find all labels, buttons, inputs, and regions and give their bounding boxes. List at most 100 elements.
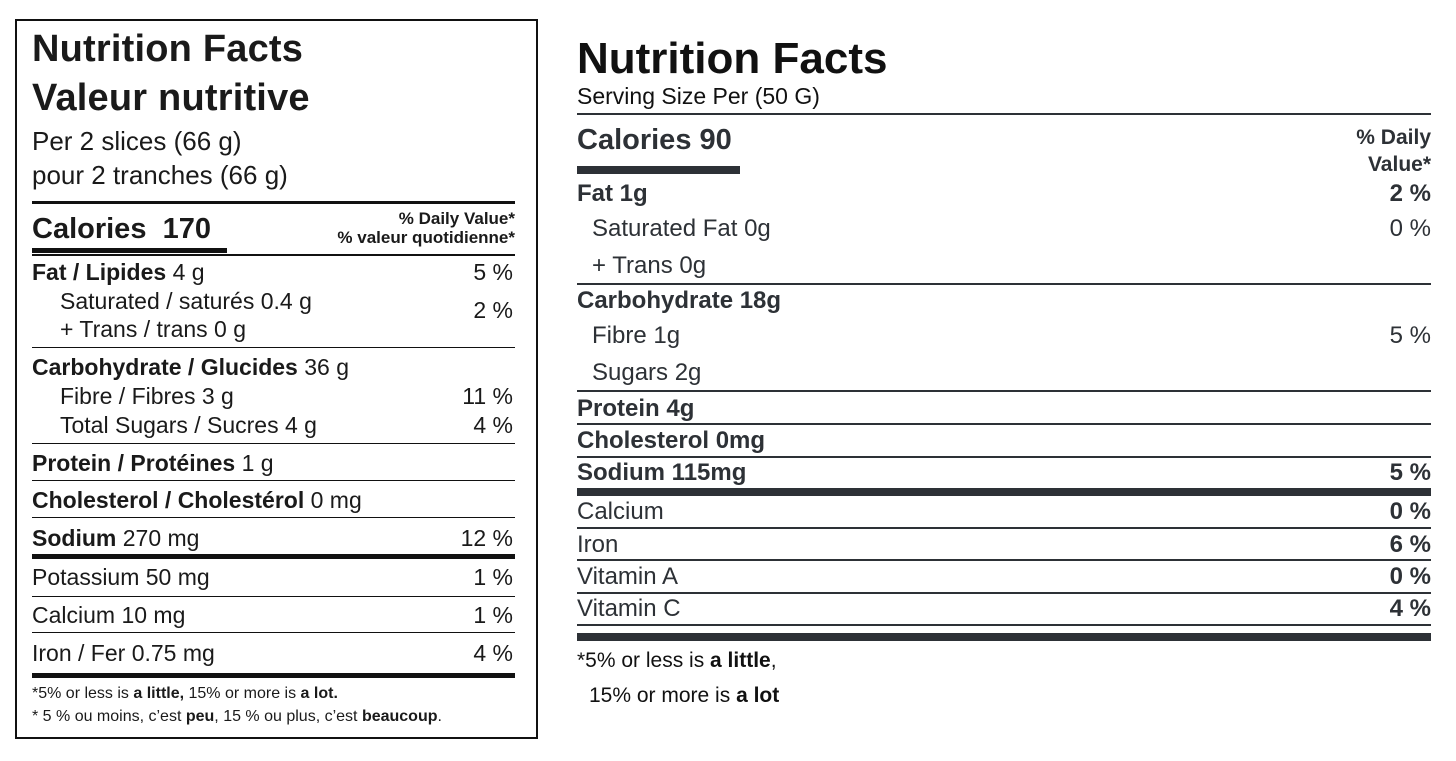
row-trans: + Trans / trans 0 g 2 %	[32, 299, 515, 342]
row-calcium: Calcium 10 mg 1 %	[32, 604, 515, 627]
nutrient-name: + Trans 0g	[592, 252, 707, 279]
footnote-bold: beaucoup	[361, 708, 438, 725]
row-saturated: Saturated / saturés 0.4 g	[32, 290, 515, 313]
row-sugars: Total Sugars / Sucres 4 g 4 %	[32, 414, 515, 437]
daily-value: 2 %	[473, 297, 513, 323]
row-fat: Fat / Lipides 4 g 5 %	[32, 261, 515, 284]
nutrient-name: Sodium	[32, 525, 117, 551]
dv-fr: % valeur quotidienne*	[337, 227, 515, 247]
serving-en: Per 2 slices (66 g)	[32, 126, 242, 156]
row-sodium: Sodium 270 mg 12 %	[32, 527, 515, 550]
nutrient-name: Cholesterol 0mg	[577, 427, 766, 454]
nutrient-name: Fat / Lipides	[32, 259, 167, 285]
rule	[577, 456, 1431, 458]
title: Nutrition Facts	[577, 34, 888, 83]
nutrient-amount: 270 mg	[116, 525, 200, 551]
footnote-text: 15% or more is	[184, 685, 301, 702]
row-trans-fat: + Trans 0g	[577, 254, 1431, 278]
row-potassium: Potassium 50 mg 1 %	[32, 566, 515, 589]
nutrient-amount: 36 g	[297, 354, 350, 380]
daily-value: 6 %	[1389, 531, 1431, 558]
daily-value: 5 %	[473, 259, 513, 285]
calories-underline	[577, 166, 740, 174]
rule	[577, 559, 1431, 561]
nutrient-name: Calcium 10 mg	[32, 602, 186, 628]
nutrient-name: Sodium 115mg	[577, 459, 747, 486]
dv-line-2: Value*	[1367, 153, 1431, 177]
title-en: Nutrition Facts	[32, 28, 304, 70]
footnote-line-1: *5% or less is a little,	[577, 650, 777, 671]
thick-rule	[32, 554, 515, 559]
nutrition-label-bilingual: Nutrition Facts Valeur nutritive Per 2 s…	[15, 19, 538, 739]
dv-en: % Daily Value*	[398, 209, 515, 228]
row-fibre: Fibre 1g 5 %	[577, 324, 1431, 348]
nutrient-name: Iron	[577, 531, 619, 558]
rule	[577, 592, 1431, 594]
row-iron: Iron 6 %	[577, 533, 1431, 557]
nutrient-name: Carbohydrate 18g	[577, 287, 782, 314]
serving-size: Serving Size Per (50 G)	[577, 83, 820, 109]
daily-value: 5 %	[1389, 322, 1431, 349]
calories-value: 170	[162, 213, 211, 245]
footnote-bold: a lot.	[300, 685, 338, 702]
nutrient-name: Calcium	[577, 498, 664, 525]
nutrition-label-english: Nutrition Facts Serving Size Per (50 G) …	[577, 30, 1431, 730]
nutrient-amount: 0 mg	[304, 487, 362, 513]
row-fat: Fat 1g 2 %	[577, 182, 1431, 206]
footnote-text: * 5 % ou moins, c’est	[32, 708, 186, 725]
nutrient-name: Fibre 1g	[592, 322, 681, 349]
footnote-bold: peu	[185, 708, 215, 725]
calories-underline	[32, 248, 227, 253]
row-carbohydrate: Carbohydrate / Glucides 36 g	[32, 356, 515, 379]
footnote-bold: a little,	[133, 685, 185, 702]
rule	[577, 390, 1431, 392]
rule	[577, 527, 1431, 529]
row-sugars: Sugars 2g	[577, 361, 1431, 385]
dv-line-1: % Daily	[1356, 126, 1431, 149]
calories-label: Calories	[32, 213, 147, 245]
nutrient-amount: 1 g	[235, 450, 274, 476]
thick-rule	[32, 673, 515, 678]
daily-value: 0 %	[1389, 563, 1431, 590]
rule	[32, 347, 515, 348]
nutrient-name: Saturated Fat 0g	[592, 215, 771, 242]
row-vitamin-c: Vitamin C 4 %	[577, 597, 1431, 621]
daily-value: 2 %	[1389, 180, 1431, 207]
nutrient-name: Vitamin A	[577, 563, 678, 590]
rule	[577, 283, 1431, 285]
nutrient-name: Saturated / saturés 0.4 g	[60, 288, 312, 314]
rule	[32, 632, 515, 633]
rule	[32, 517, 515, 518]
footnote-text: ,	[770, 649, 777, 672]
row-protein: Protein 4g	[577, 397, 1431, 421]
rule	[32, 480, 515, 481]
rule	[32, 254, 515, 256]
footnote-text: *5% or less is	[32, 685, 134, 702]
nutrient-name: + Trans / trans 0 g	[60, 316, 247, 342]
footnote-fr: * 5 % ou moins, c’est peu, 15 % ou plus,…	[32, 709, 442, 725]
calories-line: Calories 170	[32, 215, 211, 244]
daily-value: 1 %	[473, 564, 513, 590]
daily-value-header: % Daily Value*	[1356, 124, 1431, 179]
rule	[577, 423, 1431, 425]
daily-value: 4 %	[1389, 595, 1431, 622]
nutrient-amount: 4 g	[166, 259, 205, 285]
footnote-text: *5% or less is	[577, 649, 711, 672]
daily-value: 0 %	[1389, 215, 1431, 242]
rule	[32, 443, 515, 444]
rule	[32, 596, 515, 597]
daily-value: 5 %	[1389, 459, 1431, 486]
nutrient-name: Vitamin C	[577, 595, 681, 622]
row-protein: Protein / Protéines 1 g	[32, 452, 515, 475]
nutrient-name: Potassium 50 mg	[32, 564, 210, 590]
title-fr: Valeur nutritive	[32, 77, 310, 119]
row-sodium: Sodium 115mg 5 %	[577, 461, 1431, 485]
daily-value: 12 %	[460, 525, 513, 551]
daily-value: 0 %	[1389, 498, 1431, 525]
footnote-text: 15% or more is	[589, 684, 737, 707]
thick-rule	[577, 633, 1431, 641]
footnote-text: , 15 % ou plus, c’est	[214, 708, 362, 725]
nutrient-name: Protein 4g	[577, 395, 695, 422]
footnote-text: .	[437, 708, 442, 725]
row-carbohydrate: Carbohydrate 18g	[577, 289, 1431, 313]
